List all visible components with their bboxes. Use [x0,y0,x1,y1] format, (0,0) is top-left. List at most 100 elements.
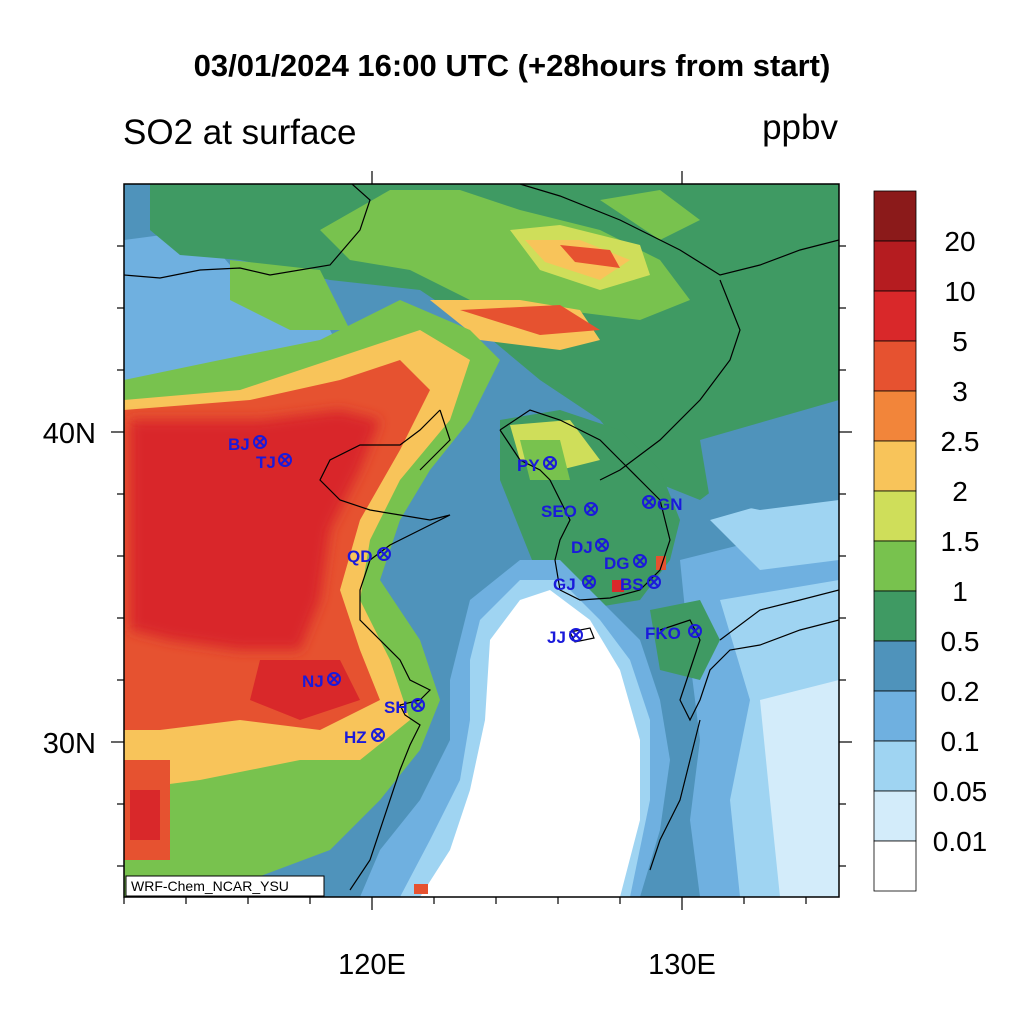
station-marker-icon [584,502,598,516]
colorbar: 20 10 5 3 2.5 2 1.5 1 0.5 0.2 0.1 0.05 0.01 [873,190,988,892]
station-label: SH [384,698,408,717]
colorbar-swatch [873,840,917,892]
station-marker-icon [543,456,557,470]
station-label: QD [347,547,373,566]
station-py: PY [517,456,557,475]
colorbar-swatch [873,640,917,692]
station-dg: DG [604,554,647,573]
station-cross-icon [571,630,581,640]
colorbar-swatch [873,490,917,542]
colorbar-swatch [873,790,917,842]
station-markers: BJ TJ QD NJ SH HZ PY SEO GN DJ DG GJ BS JJ FKO [228,435,702,747]
colorbar-label: 0.05 [933,776,988,807]
station-cross-icon [597,540,607,550]
colorbar-label: 10 [944,276,975,307]
station-label: BS [620,575,644,594]
station-sh: SH [384,698,425,717]
colorbar-label: 0.01 [933,826,988,857]
station-marker-icon [253,435,267,449]
station-marker-icon [278,453,292,467]
credit-text: WRF-Chem_NCAR_YSU [131,878,289,894]
station-cross-icon [649,577,659,587]
colorbar-swatch [873,240,917,292]
station-cross-icon [413,700,423,710]
station-marker-icon [595,538,609,552]
colorbar-label: 3 [952,376,968,407]
colorbar-label: 2 [952,476,968,507]
station-tj: TJ [256,453,292,472]
y-tick-30n: 30N [43,728,96,760]
station-cross-icon [255,437,265,447]
station-nj: NJ [302,672,341,691]
colorbar-label: 0.5 [941,626,980,657]
station-label: TJ [256,453,276,472]
colorbar-swatch [873,390,917,442]
station-jj: JJ [547,628,583,647]
station-cross-icon [644,497,654,507]
colorbar-swatch [873,590,917,642]
station-label: DJ [571,538,593,557]
station-label: GN [657,495,683,514]
station-label: NJ [302,672,324,691]
colorbar-swatch [873,540,917,592]
station-label: PY [517,456,540,475]
station-marker-icon [377,547,391,561]
colorbar-swatch [873,290,917,342]
axis-ticks [111,171,852,910]
station-cross-icon [280,455,290,465]
colorbar-swatch [873,740,917,792]
x-tick-120e: 120E [338,949,406,981]
station-marker-icon [582,575,596,589]
station-bs: BS [620,575,661,594]
station-label: BJ [228,435,250,454]
station-marker-icon [327,672,341,686]
x-tick-130e: 130E [648,949,716,981]
station-label: GJ [553,575,576,594]
station-cross-icon [379,549,389,559]
station-gn: GN [642,495,683,514]
colorbar-swatch [873,190,917,242]
colorbar-label: 1.5 [941,526,980,557]
map-frame [123,183,840,898]
station-marker-icon [569,628,583,642]
station-cross-icon [586,504,596,514]
station-marker-icon [411,698,425,712]
station-qd: QD [347,547,391,566]
y-tick-40n: 40N [43,418,96,450]
station-label: FKO [645,624,681,643]
station-cross-icon [545,458,555,468]
so2-field [124,184,839,897]
station-label: JJ [547,628,566,647]
station-marker-icon [642,495,656,509]
station-marker-icon [688,624,702,638]
station-cross-icon [329,674,339,684]
station-label: SEO [541,502,577,521]
station-bj: BJ [228,435,267,454]
station-hz: HZ [344,728,385,747]
station-label: DG [604,554,630,573]
colorbar-label: 1 [952,576,968,607]
colorbar-label: 5 [952,326,968,357]
station-marker-icon [371,728,385,742]
colorbar-label: 20 [944,226,975,257]
map-title: 03/01/2024 16:00 UTC (+28hours from star… [193,48,831,83]
station-fko: FKO [645,624,702,643]
colorbar-label: 0.2 [941,676,980,707]
station-seo: SEO [541,502,598,521]
colorbar-label: 2.5 [941,426,980,457]
station-marker-icon [633,554,647,568]
units-label: ppbv [762,108,838,147]
station-label: HZ [344,728,367,747]
station-gj: GJ [553,575,596,594]
station-dj: DJ [571,538,609,557]
colorbar-swatch [873,340,917,392]
station-cross-icon [584,577,594,587]
credit-box [125,875,325,897]
colorbar-swatch [873,690,917,742]
colorbar-swatch [873,440,917,492]
station-cross-icon [373,730,383,740]
station-marker-icon [647,575,661,589]
variable-label: SO2 at surface [123,113,357,152]
station-cross-icon [690,626,700,636]
